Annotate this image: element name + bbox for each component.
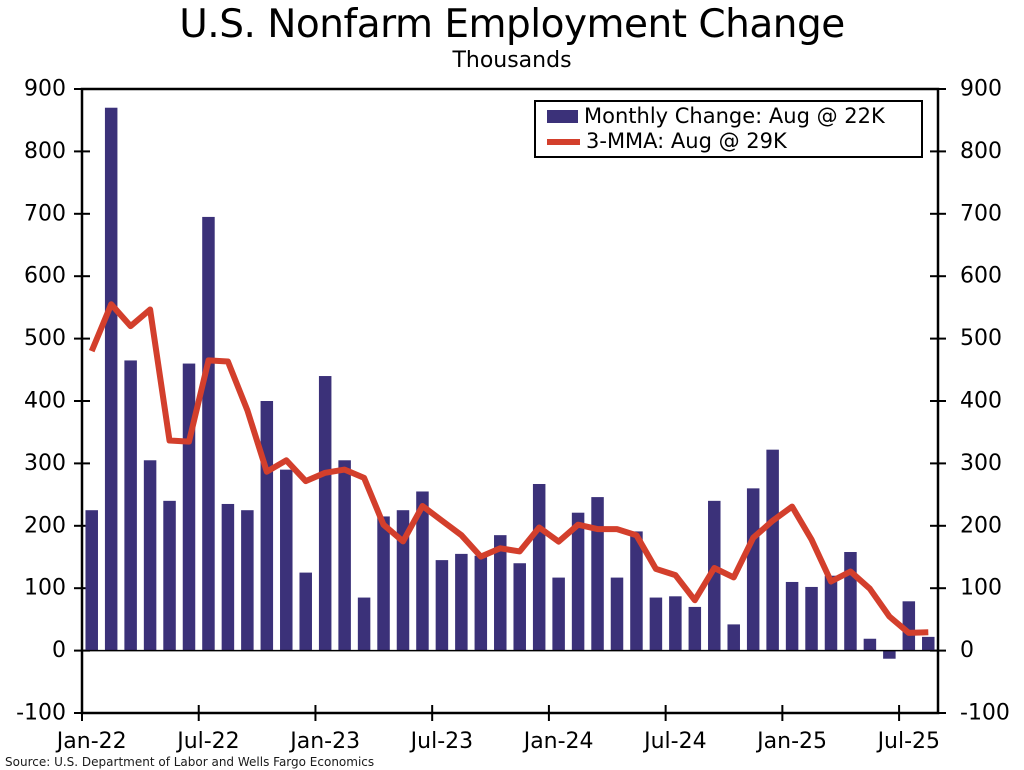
chart-subtitle: Thousands: [452, 48, 572, 73]
y-tick-label-left: 300: [24, 451, 66, 476]
bar: [182, 363, 196, 651]
bar: [124, 360, 137, 651]
bar: [104, 107, 118, 651]
bar: [630, 531, 643, 651]
y-tick-label-right: 300: [960, 451, 1002, 476]
bar: [280, 469, 293, 651]
bar: [143, 460, 157, 651]
bar: [494, 535, 507, 651]
y-tick-label-right: 400: [960, 389, 1002, 414]
bar: [824, 575, 838, 651]
mma-line: [88, 301, 929, 636]
bar: [571, 512, 585, 651]
bar: [844, 552, 857, 651]
bar: [532, 483, 546, 651]
y-tick-label-right: 800: [960, 139, 1002, 164]
x-tick-label: Jan-23: [288, 729, 360, 754]
bar: [669, 596, 682, 651]
bar: [202, 216, 215, 651]
bar: [883, 650, 896, 659]
legend-label-3mma: 3-MMA: Aug @ 29K: [586, 129, 787, 153]
plot-border: [80, 87, 940, 715]
chart-title: U.S. Nonfarm Employment Change: [179, 2, 845, 47]
bar: [513, 563, 526, 651]
y-tick-label-left: 600: [24, 264, 66, 289]
bar: [552, 577, 565, 651]
bar: [785, 581, 799, 651]
bar-series: [85, 107, 935, 659]
bar: [902, 601, 916, 651]
x-tick-label: Jan-24: [522, 729, 594, 754]
bar: [766, 449, 779, 651]
bar: [688, 606, 702, 651]
bar: [455, 553, 468, 651]
y-tick-label-right: 200: [960, 513, 1002, 538]
bar: [318, 376, 332, 651]
y-tick-label-right: 900: [960, 77, 1002, 102]
bar: [221, 503, 235, 651]
bar: [805, 586, 818, 651]
legend-item-monthly-change: Monthly Change: Aug @ 22K: [547, 106, 921, 127]
bar: [357, 597, 371, 651]
bar: [474, 555, 488, 651]
y-tick-label-right: 600: [960, 264, 1002, 289]
x-tick-label: Jul-22: [175, 729, 239, 754]
y-tick-label-left: 100: [24, 576, 66, 601]
legend-item-3mma: 3-MMA: Aug @ 29K: [547, 131, 921, 152]
x-tick-label: Jul-24: [642, 729, 706, 754]
y-axis: 900 900 800 800 700 700 600 600 500 500 400 400 300 3…: [16, 77, 1010, 726]
bar: [922, 636, 935, 651]
bar: [610, 577, 624, 651]
y-tick-label-left: 0: [52, 638, 66, 663]
bar: [396, 510, 410, 651]
y-tick-label-left: 500: [24, 326, 66, 351]
bar: [338, 460, 351, 651]
bar: [863, 638, 877, 651]
y-tick-label-right: -100: [960, 701, 1010, 726]
bar: [377, 516, 390, 651]
x-tick-label: Jan-25: [755, 729, 827, 754]
x-tick-label: Jan-22: [55, 729, 127, 754]
y-tick-label-left: 400: [24, 389, 66, 414]
bar: [416, 491, 429, 651]
bar: [591, 497, 604, 651]
bar: [649, 597, 663, 651]
legend-label-monthly-change: Monthly Change: Aug @ 22K: [584, 104, 885, 128]
y-tick-label-left: 200: [24, 513, 66, 538]
bar: [746, 488, 760, 651]
bar: [299, 572, 312, 651]
x-tick-label: Jul-25: [876, 729, 940, 754]
bar: [727, 624, 740, 651]
bar: [163, 500, 176, 651]
bar: [260, 401, 274, 651]
y-tick-label-right: 0: [960, 638, 974, 663]
line-series-swatch-icon: [547, 138, 580, 145]
y-tick-label-left: 800: [24, 139, 66, 164]
legend-box: Monthly Change: Aug @ 22K 3-MMA: Aug @ 2…: [534, 100, 923, 158]
y-tick-label-right: 700: [960, 201, 1002, 226]
source-note: Source: U.S. Department of Labor and Wel…: [5, 755, 375, 769]
y-tick-label-left: 700: [24, 201, 66, 226]
y-tick-label-left: -100: [16, 701, 66, 726]
bar-series-swatch-icon: [547, 110, 578, 123]
bar: [708, 500, 721, 651]
bar: [85, 510, 98, 651]
x-axis: Jan-22 Jul-22 Jan-23 Jul-23 Jan-24 Jul-24 Jan-…: [55, 705, 940, 754]
x-tick-label: Jul-23: [409, 729, 473, 754]
y-tick-label-right: 500: [960, 326, 1002, 351]
y-tick-label-left: 900: [24, 77, 66, 102]
bar: [241, 510, 254, 651]
bar: [435, 560, 449, 651]
y-tick-label-right: 100: [960, 576, 1002, 601]
